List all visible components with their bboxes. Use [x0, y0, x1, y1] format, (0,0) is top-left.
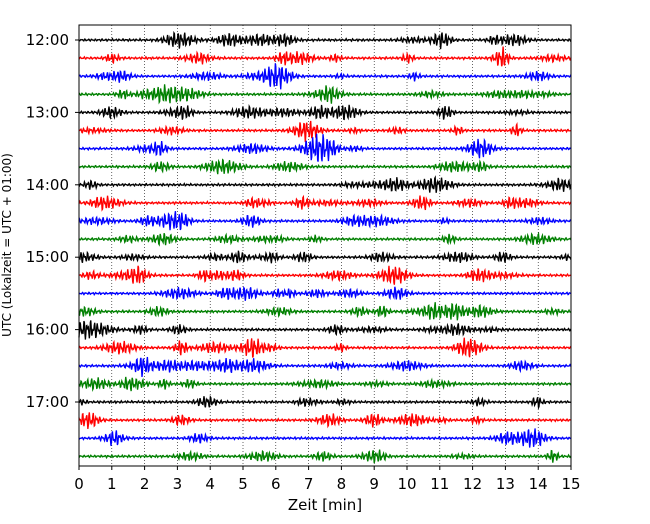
seismic-trace	[78, 194, 572, 212]
x-tick-label: 0	[74, 475, 84, 493]
seismic-trace	[78, 320, 572, 340]
seismic-trace	[78, 175, 572, 193]
seismic-trace	[78, 120, 572, 143]
seismic-trace	[78, 376, 572, 392]
y-tick-label: 12:00	[26, 31, 69, 49]
seismic-trace	[78, 158, 572, 175]
seismic-trace	[78, 30, 572, 50]
x-tick-label: 3	[173, 475, 183, 493]
x-tick-label: 10	[397, 475, 416, 493]
seismic-trace	[78, 394, 572, 411]
x-tick-label: 12	[463, 475, 482, 493]
x-tick-label: 8	[337, 475, 347, 493]
y-axis: 12:00 13:00 14:00 15:00 16:00 17:00	[26, 31, 79, 411]
x-tick-label: 2	[140, 475, 150, 493]
seismic-trace	[78, 265, 572, 285]
x-tick-label: 4	[205, 475, 215, 493]
x-tick-label: 1	[107, 475, 117, 493]
seismic-traces	[78, 30, 572, 464]
x-tick-label: 7	[304, 475, 314, 493]
plot-frame	[78, 24, 572, 467]
seismic-trace	[78, 104, 572, 121]
y-tick-label: 15:00	[26, 248, 69, 266]
x-tick-label: 5	[238, 475, 248, 493]
x-tick-label: 15	[561, 475, 580, 493]
seismic-trace	[78, 84, 572, 105]
y-tick-label: 16:00	[26, 321, 69, 339]
seismic-trace	[78, 211, 572, 231]
y-tick-label: 14:00	[26, 176, 69, 194]
seismic-trace	[78, 286, 572, 301]
seismic-trace	[78, 46, 572, 67]
seismic-trace	[78, 63, 572, 90]
x-axis: 0 1 2 3 4 5 6 7 8 9 10 11 12 13 14 15	[74, 466, 581, 493]
y-tick-label: 13:00	[26, 103, 69, 121]
x-tick-label: 11	[430, 475, 449, 493]
seismic-trace	[78, 449, 572, 464]
seismic-trace	[78, 133, 572, 162]
seismic-trace	[78, 231, 572, 247]
seismic-trace	[78, 428, 572, 448]
x-axis-label: Zeit [min]	[288, 496, 362, 514]
seismic-trace	[78, 412, 572, 430]
seismic-trace	[78, 250, 572, 264]
seismic-trace	[78, 356, 572, 377]
x-tick-label: 6	[271, 475, 281, 493]
seismic-trace	[78, 337, 572, 358]
x-tick-label: 13	[496, 475, 515, 493]
seismic-trace	[78, 302, 572, 321]
y-axis-label: UTC (Lokalzeit = UTC + 01:00)	[0, 153, 14, 337]
y-tick-label: 17:00	[26, 393, 69, 411]
x-tick-label: 9	[369, 475, 379, 493]
x-tick-label: 14	[529, 475, 548, 493]
